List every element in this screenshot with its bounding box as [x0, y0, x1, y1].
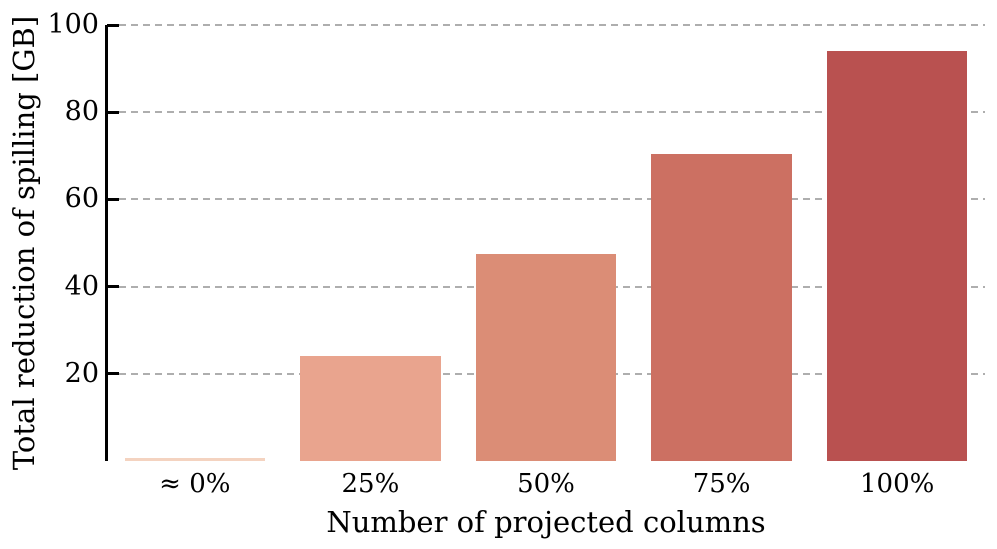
gridline-60 — [107, 198, 985, 201]
bar-3 — [651, 153, 792, 461]
gridline-80 — [107, 111, 985, 114]
y-tick-label-100: 100 — [47, 9, 99, 40]
y-tick-label-40: 40 — [64, 270, 99, 302]
y-tick-label-20: 20 — [64, 357, 99, 389]
y-axis-title-text: Total reduction of spilling [GB] — [7, 15, 41, 471]
y-tick-mark-20 — [107, 372, 119, 376]
gridline-100 — [107, 24, 985, 26]
bar-2 — [475, 253, 617, 461]
x-tick-label-4: 100% — [860, 469, 935, 499]
y-axis-title: Total reduction of spilling [GB] — [2, 16, 46, 470]
x-tick-label-0: ≈ 0% — [159, 469, 231, 499]
x-axis-title: Number of projected columns — [326, 505, 766, 539]
y-tick-label-60: 60 — [64, 183, 99, 215]
bar-4 — [826, 51, 968, 461]
bar-1 — [300, 356, 441, 461]
y-tick-mark-60 — [107, 197, 119, 201]
x-tick-label-1: 25% — [341, 469, 400, 499]
x-tick-label-3: 75% — [692, 469, 751, 499]
plot-area — [105, 23, 985, 461]
y-tick-mark-100 — [107, 23, 119, 27]
y-tick-label-80: 80 — [64, 96, 99, 128]
y-tick-mark-80 — [107, 110, 119, 114]
y-tick-mark-40 — [107, 285, 119, 289]
y-axis-spine — [105, 25, 108, 461]
x-tick-label-2: 50% — [517, 469, 575, 499]
bar-0 — [124, 458, 266, 461]
